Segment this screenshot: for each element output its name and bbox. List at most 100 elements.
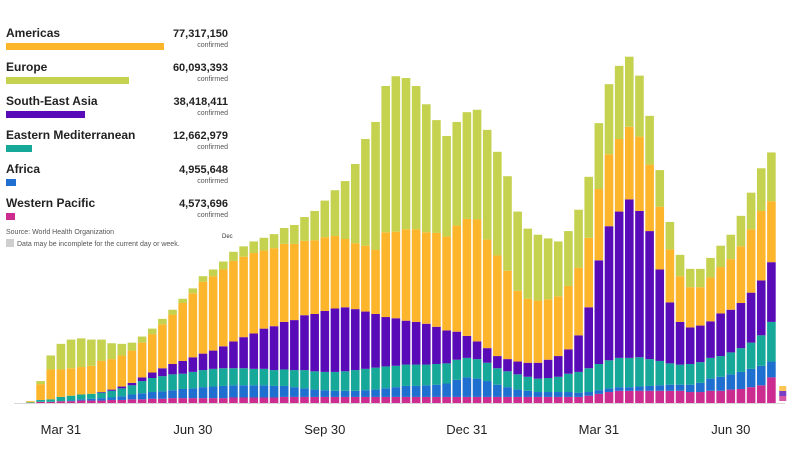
- bar-segment-americas[interactable]: [625, 126, 634, 200]
- bar-segment-western-pacific[interactable]: [594, 393, 604, 403]
- bar-segment-americas[interactable]: [168, 314, 177, 364]
- bar-segment-western-pacific[interactable]: [381, 396, 390, 403]
- bar-segment-western-pacific[interactable]: [97, 400, 106, 403]
- bar-segment-europe[interactable]: [300, 217, 309, 241]
- bar-segment-europe[interactable]: [188, 288, 198, 294]
- bar-segment-americas[interactable]: [208, 276, 218, 351]
- bar-segment-western-pacific[interactable]: [716, 390, 725, 403]
- bar-segment-eastern-mediterranean[interactable]: [381, 366, 390, 389]
- bar-segment-europe[interactable]: [239, 246, 248, 257]
- bar-segment-western-pacific[interactable]: [584, 395, 593, 403]
- bar-segment-africa[interactable]: [290, 387, 299, 397]
- bar-segment-eastern-mediterranean[interactable]: [279, 369, 289, 386]
- bar-segment-europe[interactable]: [290, 224, 299, 244]
- bar-segment-south-east-asia[interactable]: [229, 341, 238, 369]
- bar-segment-south-east-asia[interactable]: [472, 341, 482, 360]
- bar-segment-europe[interactable]: [229, 251, 238, 261]
- bar-segment-africa[interactable]: [726, 374, 736, 390]
- bar-segment-americas[interactable]: [66, 368, 76, 396]
- bar-segment-europe[interactable]: [493, 151, 502, 256]
- bar-segment-eastern-mediterranean[interactable]: [635, 357, 644, 387]
- bar-segment-western-pacific[interactable]: [442, 396, 451, 403]
- bar-segment-africa[interactable]: [178, 388, 187, 399]
- bar-segment-americas[interactable]: [239, 256, 248, 338]
- bar-segment-americas[interactable]: [127, 350, 137, 383]
- bar-segment-europe[interactable]: [645, 115, 654, 165]
- bar-segment-eastern-mediterranean[interactable]: [746, 342, 756, 369]
- bar-segment-eastern-mediterranean[interactable]: [432, 363, 441, 385]
- bar-segment-south-east-asia[interactable]: [340, 307, 350, 372]
- bar-segment-americas[interactable]: [269, 248, 279, 327]
- bar-segment-europe[interactable]: [198, 276, 208, 282]
- bar-segment-europe[interactable]: [767, 152, 776, 202]
- bar-segment-africa[interactable]: [66, 400, 76, 402]
- bar-segment-eastern-mediterranean[interactable]: [543, 378, 553, 393]
- bar-segment-eastern-mediterranean[interactable]: [269, 370, 279, 386]
- bar-segment-americas[interactable]: [320, 237, 330, 311]
- bar-segment-africa[interactable]: [208, 386, 218, 399]
- bar-segment-americas[interactable]: [36, 384, 45, 400]
- bar-segment-europe[interactable]: [158, 318, 167, 325]
- bar-segment-americas[interactable]: [635, 136, 644, 211]
- bar-segment-western-pacific[interactable]: [553, 396, 563, 403]
- bar-segment-europe[interactable]: [543, 238, 553, 300]
- bar-segment-africa[interactable]: [472, 378, 482, 397]
- bar-segment-south-east-asia[interactable]: [320, 310, 330, 372]
- bar-segment-eastern-mediterranean[interactable]: [452, 359, 462, 380]
- bar-segment-western-pacific[interactable]: [239, 397, 248, 403]
- bar-segment-eastern-mediterranean[interactable]: [66, 395, 76, 401]
- bar-segment-europe[interactable]: [746, 192, 756, 230]
- bar-segment-south-east-asia[interactable]: [361, 311, 370, 369]
- bar-segment-americas[interactable]: [726, 259, 736, 310]
- bar-segment-americas[interactable]: [523, 298, 533, 363]
- bar-segment-western-pacific[interactable]: [696, 392, 705, 403]
- bar-segment-western-pacific[interactable]: [685, 392, 695, 403]
- bar-segment-south-east-asia[interactable]: [523, 362, 533, 377]
- bar-segment-eastern-mediterranean[interactable]: [26, 402, 35, 403]
- bar-segment-americas[interactable]: [564, 285, 573, 350]
- bar-segment-western-pacific[interactable]: [219, 398, 228, 403]
- bar-segment-western-pacific[interactable]: [249, 397, 259, 403]
- bar-segment-americas[interactable]: [442, 236, 451, 331]
- bar-segment-americas[interactable]: [574, 267, 583, 336]
- bar-segment-western-pacific[interactable]: [158, 398, 167, 403]
- bar-segment-south-east-asia[interactable]: [584, 307, 593, 369]
- bar-segment-western-pacific[interactable]: [756, 385, 766, 403]
- bar-segment-western-pacific[interactable]: [675, 390, 685, 403]
- bar-segment-africa[interactable]: [320, 390, 330, 397]
- bar-segment-western-pacific[interactable]: [320, 396, 330, 403]
- bar-segment-europe[interactable]: [655, 170, 665, 207]
- legend-item-western-pacific[interactable]: Western Pacific 4,573,696 confirmed: [6, 192, 228, 226]
- bar-segment-americas[interactable]: [381, 232, 390, 318]
- bar-segment-western-pacific[interactable]: [604, 392, 614, 403]
- bar-segment-western-pacific[interactable]: [56, 401, 66, 403]
- bar-segment-americas[interactable]: [584, 237, 593, 308]
- bar-segment-europe[interactable]: [635, 75, 644, 137]
- bar-segment-europe[interactable]: [279, 228, 289, 244]
- bar-segment-africa[interactable]: [168, 390, 177, 399]
- bar-segment-eastern-mediterranean[interactable]: [614, 357, 624, 388]
- bar-segment-eastern-mediterranean[interactable]: [46, 399, 56, 402]
- bar-segment-americas[interactable]: [482, 239, 492, 349]
- bar-segment-western-pacific[interactable]: [422, 396, 431, 403]
- bar-segment-americas[interactable]: [300, 240, 309, 316]
- bar-segment-western-pacific[interactable]: [127, 399, 137, 403]
- bar-segment-americas[interactable]: [158, 324, 167, 369]
- bar-segment-western-pacific[interactable]: [767, 377, 776, 403]
- bar-segment-europe[interactable]: [259, 237, 269, 251]
- bar-segment-eastern-mediterranean[interactable]: [553, 376, 563, 393]
- bar-segment-eastern-mediterranean[interactable]: [422, 364, 431, 386]
- bar-segment-western-pacific[interactable]: [655, 390, 665, 403]
- bar-segment-europe[interactable]: [523, 228, 533, 299]
- bar-segment-western-pacific[interactable]: [259, 397, 269, 403]
- bar-segment-south-east-asia[interactable]: [147, 372, 157, 379]
- bar-segment-europe[interactable]: [442, 135, 451, 237]
- bar-segment-americas[interactable]: [736, 246, 746, 304]
- bar-segment-eastern-mediterranean[interactable]: [137, 381, 147, 394]
- bar-segment-americas[interactable]: [97, 360, 106, 393]
- bar-segment-africa[interactable]: [432, 384, 441, 397]
- bar-segment-eastern-mediterranean[interactable]: [564, 373, 573, 393]
- bar-segment-eastern-mediterranean[interactable]: [320, 371, 330, 391]
- bar-segment-western-pacific[interactable]: [147, 398, 157, 403]
- bar-segment-europe[interactable]: [340, 181, 350, 239]
